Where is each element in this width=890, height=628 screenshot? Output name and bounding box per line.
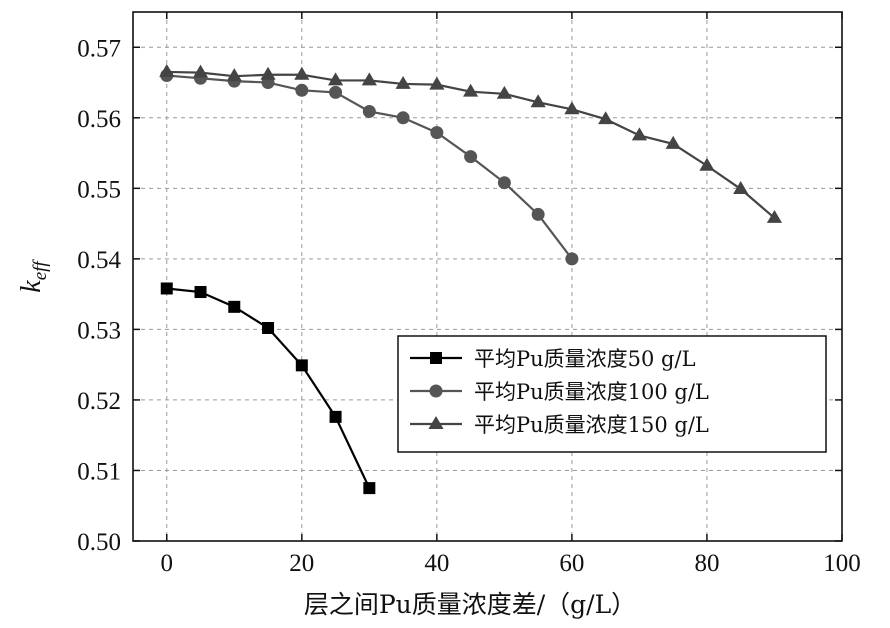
y-tick-label: 0.50 <box>77 529 121 556</box>
data-point-triangle <box>665 135 681 149</box>
legend-label: 平均Pu质量浓度50 g/L <box>474 347 696 371</box>
data-point-triangle <box>294 66 310 80</box>
y-tick-label: 0.51 <box>77 458 121 485</box>
x-tick-label: 80 <box>694 550 719 577</box>
data-point-triangle <box>564 101 580 115</box>
plot-series <box>159 63 783 495</box>
series-square <box>160 282 376 495</box>
series-triangle <box>159 63 783 223</box>
legend-item: 平均Pu质量浓度50 g/L <box>410 347 696 371</box>
x-tick-label: 20 <box>289 550 314 577</box>
data-point-circle <box>430 126 444 140</box>
data-point-triangle <box>766 209 783 223</box>
x-axis-label: 层之间Pu质量浓度差/（g/L） <box>304 590 636 619</box>
data-point-triangle <box>631 127 648 141</box>
y-axis-label: keff <box>16 259 51 293</box>
y-axis-label-sub: eff <box>30 259 51 281</box>
y-tick-label: 0.52 <box>77 388 121 415</box>
data-point-square <box>329 410 342 423</box>
y-tick-label: 0.57 <box>77 35 121 62</box>
data-point-circle <box>329 85 343 99</box>
data-point-triangle <box>361 72 377 86</box>
series-line <box>166 287 371 489</box>
legend-marker-circle <box>429 384 443 398</box>
data-point-triangle <box>699 157 715 171</box>
x-tick-label: 40 <box>424 550 449 577</box>
data-point-circle <box>497 176 511 190</box>
data-point-triangle <box>395 75 411 89</box>
data-point-triangle <box>598 111 614 125</box>
legend-label: 平均Pu质量浓度100 g/L <box>474 380 709 404</box>
x-tick-label: 0 <box>161 550 174 577</box>
legend-label: 平均Pu质量浓度150 g/L <box>474 413 709 437</box>
data-point-circle <box>531 207 545 221</box>
x-tick-label: 100 <box>823 550 861 577</box>
data-point-triangle <box>192 64 209 78</box>
series-circle <box>160 68 579 266</box>
data-point-square <box>363 482 376 495</box>
y-tick-label: 0.55 <box>77 176 121 203</box>
data-point-circle <box>565 252 579 266</box>
y-tick-label: 0.56 <box>77 106 121 133</box>
legend-marker-triangle <box>428 416 444 429</box>
data-point-triangle <box>733 181 749 194</box>
data-point-triangle <box>159 63 175 77</box>
legend-item: 平均Pu质量浓度100 g/L <box>410 380 709 404</box>
y-tick-label: 0.54 <box>77 247 121 274</box>
data-point-triangle <box>226 68 242 82</box>
data-point-square <box>262 321 275 334</box>
data-point-circle <box>295 83 309 97</box>
axis-ticks: 0 20 40 60 80 100 0.50 0.51 0.52 0.53 0.54 0.55 0.56… <box>77 12 861 577</box>
data-point-square <box>228 300 241 313</box>
grid <box>133 12 842 541</box>
legend-marker-square <box>430 352 442 364</box>
legend: 平均Pu质量浓度50 g/L 平均Pu质量浓度100 g/L 平均Pu质量浓度150… <box>397 335 827 453</box>
data-point-triangle <box>429 76 445 90</box>
x-tick-label: 60 <box>559 550 584 577</box>
data-point-triangle <box>327 72 344 86</box>
data-point-triangle <box>496 85 512 99</box>
series-line <box>166 74 573 260</box>
legend-item: 平均Pu质量浓度150 g/L <box>410 413 709 437</box>
data-point-square <box>295 359 308 372</box>
y-tick-label: 0.53 <box>77 317 121 344</box>
data-point-triangle <box>463 83 479 97</box>
data-point-circle <box>362 104 376 118</box>
data-point-circle <box>396 111 410 125</box>
data-point-circle <box>464 150 478 164</box>
legend-box <box>397 335 827 453</box>
data-point-square <box>194 286 207 299</box>
data-point-square <box>160 282 173 295</box>
plot-frame <box>132 11 843 542</box>
data-point-triangle <box>530 94 546 108</box>
y-axis-label-main: k <box>16 280 47 293</box>
data-point-triangle <box>260 66 276 80</box>
